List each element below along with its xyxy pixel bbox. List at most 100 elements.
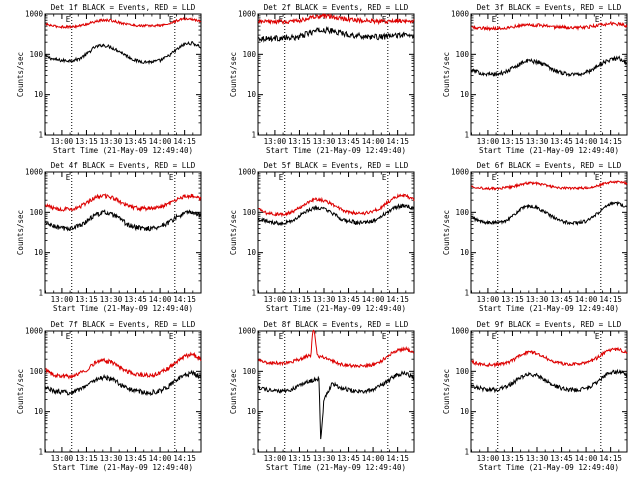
x-tick-label: 13:00 xyxy=(51,137,74,146)
y-axis-label: Counts/sec xyxy=(16,52,25,97)
y-axis-label: Counts/sec xyxy=(229,369,238,414)
event-marker-label: E xyxy=(492,332,497,341)
x-tick-label: 14:15 xyxy=(173,137,196,146)
x-tick-label: 13:45 xyxy=(550,137,573,146)
x-tick-label: 13:45 xyxy=(337,454,360,463)
y-tick-label: 1 xyxy=(251,289,256,298)
chart-panel: Det 6f BLACK = Events, RED = LLD 1 10 100 10… xyxy=(442,161,628,313)
y-axis-label: Counts/sec xyxy=(229,52,238,97)
y-tick-label: 1000 xyxy=(238,327,257,336)
events-series-line xyxy=(471,368,628,394)
event-marker-label: E xyxy=(66,332,71,341)
x-tick-label: 13:45 xyxy=(550,454,573,463)
y-tick-label: 1 xyxy=(464,448,469,457)
plot-frame xyxy=(44,13,202,136)
chart-title: Det 9f BLACK = Events, RED = LLD xyxy=(477,320,622,329)
x-tick-label: 13:00 xyxy=(51,295,74,304)
x-axis-label: Start Time (21-May-09 12:49:40) xyxy=(53,304,193,313)
x-tick-label: 13:30 xyxy=(100,295,123,304)
y-tick-label: 100 xyxy=(455,367,469,376)
plot-frame xyxy=(257,330,415,453)
event-marker-label: E xyxy=(66,173,71,182)
x-tick-label: 13:15 xyxy=(75,295,98,304)
y-tick-label: 100 xyxy=(455,50,469,59)
y-tick-label: 1000 xyxy=(451,10,470,19)
y-tick-label: 100 xyxy=(29,367,43,376)
x-tick-label: 14:15 xyxy=(599,137,622,146)
y-tick-label: 100 xyxy=(29,208,43,217)
lld-series-line xyxy=(471,20,628,32)
x-tick-label: 13:00 xyxy=(477,295,500,304)
x-tick-label: 13:00 xyxy=(264,137,287,146)
x-tick-label: 13:30 xyxy=(313,295,336,304)
chart-panel: Det 9f BLACK = Events, RED = LLD 1 10 100 10… xyxy=(442,320,628,472)
x-tick-label: 14:15 xyxy=(599,454,622,463)
x-tick-label: 13:15 xyxy=(501,295,524,304)
chart-panel: Det 5f BLACK = Events, RED = LLD 1 10 100 10… xyxy=(229,161,415,313)
x-axis-label: Start Time (21-May-09 12:49:40) xyxy=(479,463,619,472)
y-tick-label: 10 xyxy=(460,248,470,257)
events-series-line xyxy=(45,40,202,66)
chart-title: Det 5f BLACK = Events, RED = LLD xyxy=(264,161,409,170)
y-tick-label: 10 xyxy=(247,90,257,99)
y-axis-label: Counts/sec xyxy=(442,369,451,414)
plot-frame xyxy=(470,330,628,453)
y-tick-label: 10 xyxy=(34,407,44,416)
event-marker-label: E xyxy=(279,173,284,182)
plot-frame xyxy=(470,171,628,294)
y-tick-label: 1 xyxy=(464,289,469,298)
x-tick-label: 14:15 xyxy=(173,295,196,304)
x-tick-label: 13:30 xyxy=(100,454,123,463)
events-series-line xyxy=(258,203,415,227)
x-tick-label: 13:00 xyxy=(264,295,287,304)
x-tick-label: 13:45 xyxy=(337,137,360,146)
x-tick-label: 13:15 xyxy=(288,454,311,463)
y-tick-label: 1 xyxy=(38,448,43,457)
event-marker-label: E xyxy=(279,332,284,341)
y-tick-label: 1000 xyxy=(25,10,44,19)
x-tick-label: 14:00 xyxy=(362,295,385,304)
x-tick-label: 14:15 xyxy=(386,137,409,146)
lld-series-line xyxy=(471,346,628,368)
y-tick-label: 100 xyxy=(242,367,256,376)
y-tick-label: 1000 xyxy=(451,327,470,336)
chart-title: Det 3f BLACK = Events, RED = LLD xyxy=(477,3,622,12)
y-tick-label: 1000 xyxy=(451,168,470,177)
events-series-line xyxy=(45,209,202,232)
lld-series-line xyxy=(471,180,628,191)
lld-series-line xyxy=(45,351,202,380)
x-tick-label: 13:00 xyxy=(51,454,74,463)
x-tick-label: 14:15 xyxy=(386,295,409,304)
x-tick-label: 14:00 xyxy=(575,137,598,146)
y-tick-label: 1 xyxy=(251,131,256,140)
x-tick-label: 13:30 xyxy=(526,295,549,304)
chart-panel: Det 2f BLACK = Events, RED = LLD 1 10 100 10… xyxy=(229,3,415,155)
x-tick-label: 13:45 xyxy=(124,137,147,146)
x-tick-label: 14:00 xyxy=(575,454,598,463)
events-series-line xyxy=(45,369,202,397)
y-tick-label: 100 xyxy=(455,208,469,217)
x-tick-label: 13:30 xyxy=(526,454,549,463)
x-axis-label: Start Time (21-May-09 12:49:40) xyxy=(266,463,406,472)
y-tick-label: 10 xyxy=(247,407,257,416)
events-series-line xyxy=(258,370,415,440)
x-tick-label: 13:00 xyxy=(264,454,287,463)
y-tick-label: 1 xyxy=(251,448,256,457)
event-marker-label: E xyxy=(66,15,71,24)
y-tick-label: 10 xyxy=(34,90,44,99)
x-tick-label: 14:00 xyxy=(575,295,598,304)
plot-frame xyxy=(44,330,202,453)
x-tick-label: 14:00 xyxy=(362,454,385,463)
chart-title: Det 2f BLACK = Events, RED = LLD xyxy=(264,3,409,12)
y-tick-label: 100 xyxy=(29,50,43,59)
x-tick-label: 13:30 xyxy=(313,454,336,463)
chart-panel: Det 3f BLACK = Events, RED = LLD 1 10 100 10… xyxy=(442,3,628,155)
chart-title: Det 1f BLACK = Events, RED = LLD xyxy=(51,3,196,12)
x-tick-label: 13:15 xyxy=(501,137,524,146)
plot-frame xyxy=(257,13,415,136)
y-axis-label: Counts/sec xyxy=(229,210,238,255)
chart-title: Det 7f BLACK = Events, RED = LLD xyxy=(51,320,196,329)
chart-title: Det 4f BLACK = Events, RED = LLD xyxy=(51,161,196,170)
